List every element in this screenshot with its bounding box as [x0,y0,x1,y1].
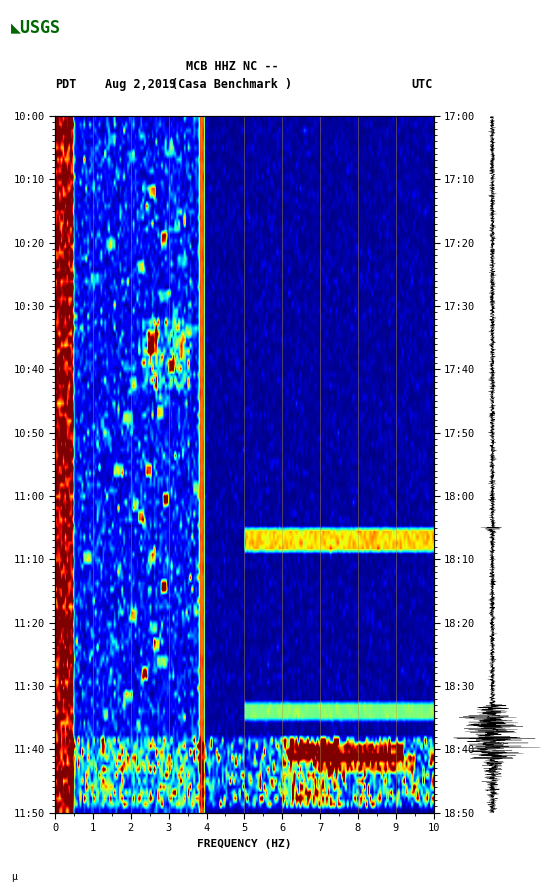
Text: UTC: UTC [411,79,433,91]
Text: ◣USGS: ◣USGS [11,18,61,36]
Text: μ: μ [11,872,17,882]
Text: PDT: PDT [55,79,77,91]
X-axis label: FREQUENCY (HZ): FREQUENCY (HZ) [197,839,291,848]
Text: MCB HHZ NC --: MCB HHZ NC -- [185,61,278,73]
Text: (Casa Benchmark ): (Casa Benchmark ) [171,79,293,91]
Text: Aug 2,2019: Aug 2,2019 [105,79,176,91]
